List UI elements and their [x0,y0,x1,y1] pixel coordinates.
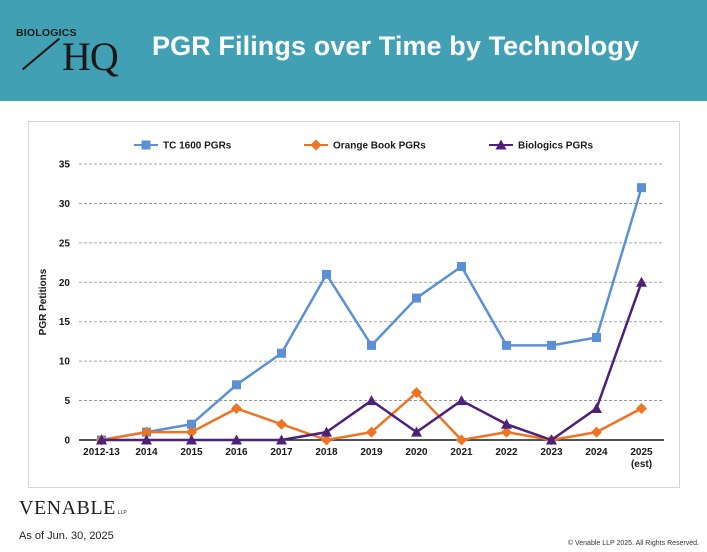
data-point-2-4 [276,434,287,445]
venable-logo: VENABLE LLP [19,497,127,520]
x-tick-label: 2018 [315,447,338,458]
y-tick-label: 35 [59,160,71,171]
data-point-0-12 [637,183,646,193]
firm-suffix: LLP [117,510,127,516]
x-tick-label: 2025 [630,447,653,458]
legend-label-2: Biologics PGRs [518,141,593,152]
data-point-0-2 [187,419,196,429]
firm-name: VENABLE [19,497,116,519]
data-point-2-1 [141,434,152,445]
data-point-2-0 [96,434,107,445]
data-point-2-9 [501,418,512,429]
biologics-hq-logo: BIOLOGICS HQ [0,0,140,101]
data-point-0-5 [322,269,331,279]
x-tick-label: 2015 [180,447,203,458]
data-point-1-8 [456,434,467,446]
data-point-0-4 [277,348,286,358]
data-point-0-11 [592,332,601,342]
data-point-1-5 [321,434,332,446]
chart-frame: 0 5 10 15 20 25 30 35 PGR Petitions 2012-13 2014 20… [28,121,680,488]
data-point-0-7 [412,293,421,303]
legend-label-0: TC 1600 PGRs [163,141,232,152]
y-axis-label: PGR Petitions [38,268,49,335]
data-point-2-3 [231,434,242,445]
y-tick-label: 30 [59,199,71,210]
copyright-notice: © Venable LLP 2025. All Rights Reserved. [567,540,699,547]
data-point-2-8 [456,395,467,406]
data-point-2-12 [636,276,647,287]
y-tick-label: 15 [59,317,71,328]
as-of-date: As of Jun. 30, 2025 [19,530,114,542]
x-tick-label: 2019 [360,447,383,458]
data-point-1-4 [276,418,287,430]
x-tick-label: 2012-13 [83,447,120,458]
y-tick-label: 25 [59,238,71,249]
data-point-0-6 [367,340,376,350]
x-tick-label: 2017 [270,447,293,458]
data-point-2-2 [186,434,197,445]
header-banner: BIOLOGICS HQ PGR Filings over Time by Te… [0,0,707,101]
x-tick-label: 2021 [450,447,473,458]
data-point-1-6 [366,426,377,438]
y-tick-label: 20 [59,278,71,289]
y-tick-label: 10 [59,357,71,368]
x-tick-label: 2014 [135,447,158,458]
y-tick-label: 0 [64,436,70,447]
data-point-1-3 [231,402,242,414]
data-point-0-8 [457,262,466,272]
data-point-2-10 [546,434,557,445]
logo-big-text: HQ [62,34,119,79]
data-point-1-1 [141,426,152,438]
x-tick-label: 2022 [495,447,518,458]
data-point-2-7 [411,426,422,437]
y-tick-label: 5 [64,396,70,407]
data-point-1-12 [636,402,647,414]
data-point-0-3 [232,380,241,390]
legend-marker-1 [310,139,322,151]
logo-slash [21,37,61,71]
data-point-1-2 [186,426,197,438]
x-tick-label: 2020 [405,447,428,458]
data-point-2-11 [591,402,602,413]
legend-label-1: Orange Book PGRs [333,141,426,152]
x-tick-label: 2016 [225,447,248,458]
logo-small-text: BIOLOGICS [16,27,77,39]
data-point-1-9 [501,426,512,438]
legend-marker-2 [495,139,507,150]
data-point-0-9 [502,340,511,350]
x-tick-label: 2024 [585,447,608,458]
data-point-1-7 [411,387,422,399]
data-point-2-6 [366,395,377,406]
data-point-1-11 [591,426,602,438]
data-point-0-10 [547,340,556,350]
x-tick-label: 2023 [540,447,563,458]
x-tick-label-sub: (est) [631,459,652,470]
data-point-2-5 [321,426,332,437]
legend-marker-0 [141,140,151,150]
page-title: PGR Filings over Time by Technology [152,31,640,61]
